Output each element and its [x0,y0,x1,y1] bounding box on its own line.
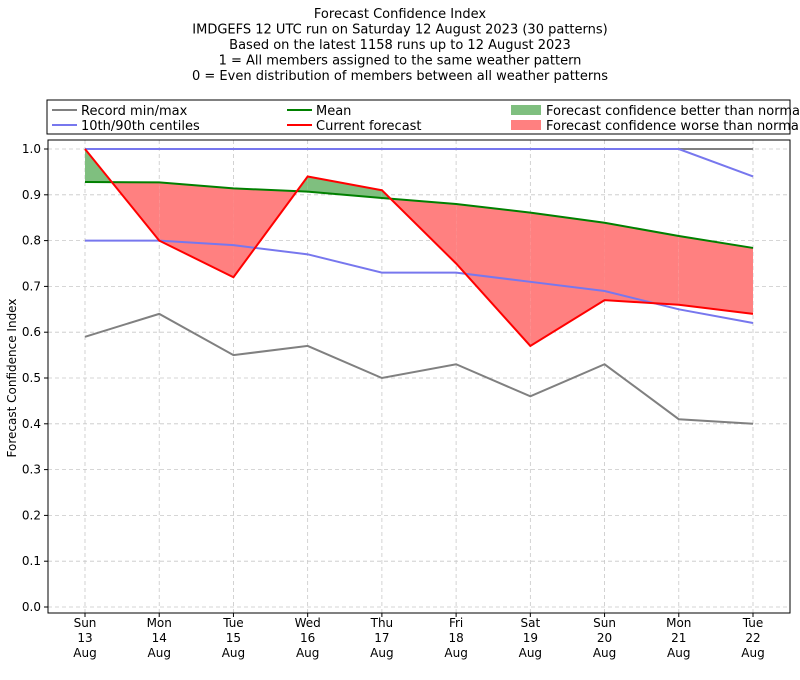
y-axis-label: Forecast Confidence Index [5,299,19,458]
series-line-mean [84,180,754,249]
title-line-3: 1 = All members assigned to the same wea… [219,54,582,69]
y-tick-label-2: 0.2 [22,508,41,522]
fill-worse-7 [604,222,679,305]
x-tick-label-8-1: 21 [671,631,686,645]
title-line-0: Forecast Confidence Index [314,7,486,22]
title-line-2: Based on the latest 1158 runs up to 12 A… [229,38,571,53]
legend-swatch-2 [511,105,541,115]
title-line-4: 0 = Even distribution of members between… [192,69,608,84]
series-line-record_min [84,312,754,425]
y-tick-label-8: 0.8 [22,234,41,248]
x-tick-label-3-1: 16 [300,631,315,645]
fill-worse-6 [530,212,605,346]
x-tick-label-3-2: Aug [296,646,319,660]
x-tick-label-5-0: Fri [449,616,463,630]
y-tick-label-6: 0.6 [22,325,41,339]
legend: Record min/max Mean Forecast confidence be… [46,99,800,135]
x-tick-label-6-2: Aug [519,646,542,660]
y-tick-label-5: 0.5 [22,371,41,385]
x-tick-label-1-0: Mon [147,616,172,630]
legend-frame [46,99,791,135]
legend-swatch-5 [511,120,541,130]
x-tick-label-9-0: Tue [742,616,764,630]
legend-label-1: Mean [316,104,351,119]
fill-worse-5 [456,203,531,346]
plot-frame [47,139,791,614]
legend-label-5: Forecast confidence worse than normal [546,119,800,134]
series-line-p10 [85,239,754,325]
series-line-current [84,148,754,348]
y-tick-label-0: 0.0 [22,600,41,614]
x-tick-label-7-2: Aug [593,646,616,660]
confidence-fills [85,149,753,346]
x-tick-label-2-1: 15 [226,631,241,645]
x-tick-label-5-1: 18 [448,631,463,645]
series-lines [84,148,754,425]
x-tick-label-6-0: Sat [520,616,540,630]
x-tick-label-1-1: 14 [152,631,167,645]
y-tick-label-3: 0.3 [22,463,41,477]
x-tick-label-2-0: Tue [222,616,244,630]
series-line-p90 [85,148,754,178]
x-tick-label-5-2: Aug [444,646,467,660]
x-tick-label-2-2: Aug [222,646,245,660]
y-tick-label-9: 0.9 [22,188,41,202]
y-tick-label-7: 0.7 [22,279,41,293]
x-tick-label-7-0: Sun [593,616,616,630]
fill-worse-8 [678,236,753,314]
x-tick-label-0-2: Aug [73,646,96,660]
x-tick-label-4-2: Aug [370,646,393,660]
x-tick-label-7-1: 20 [597,631,612,645]
legend-label-3: 10th/90th centiles [81,119,200,134]
x-tick-label-9-2: Aug [741,646,764,660]
x-tick-label-0-0: Sun [74,616,97,630]
legend-label-2: Forecast confidence better than normal [546,104,800,119]
x-tick-label-4-0: Thu [370,616,394,630]
legend-label-0: Record min/max [81,104,188,119]
x-tick-label-6-1: 19 [523,631,538,645]
x-tick-label-4-1: 17 [374,631,389,645]
x-tick-label-8-2: Aug [667,646,690,660]
y-tick-label-1: 0.1 [22,554,41,568]
fill-worse-1 [159,182,234,278]
y-tick-label-4: 0.4 [22,417,41,431]
x-tick-label-0-1: 13 [77,631,92,645]
legend-label-4: Current forecast [316,119,422,134]
y-tick-label-10: 1.0 [22,142,41,156]
x-tick-label-1-2: Aug [148,646,171,660]
x-tick-label-8-0: Mon [666,616,691,630]
x-tick-label-3-0: Wed [295,616,321,630]
title-line-1: IMDGEFS 12 UTC run on Saturday 12 August… [192,23,607,38]
axes: 0.00.10.20.30.40.50.60.70.80.91.0Sun13Au… [22,139,791,660]
x-tick-label-9-1: 22 [745,631,760,645]
